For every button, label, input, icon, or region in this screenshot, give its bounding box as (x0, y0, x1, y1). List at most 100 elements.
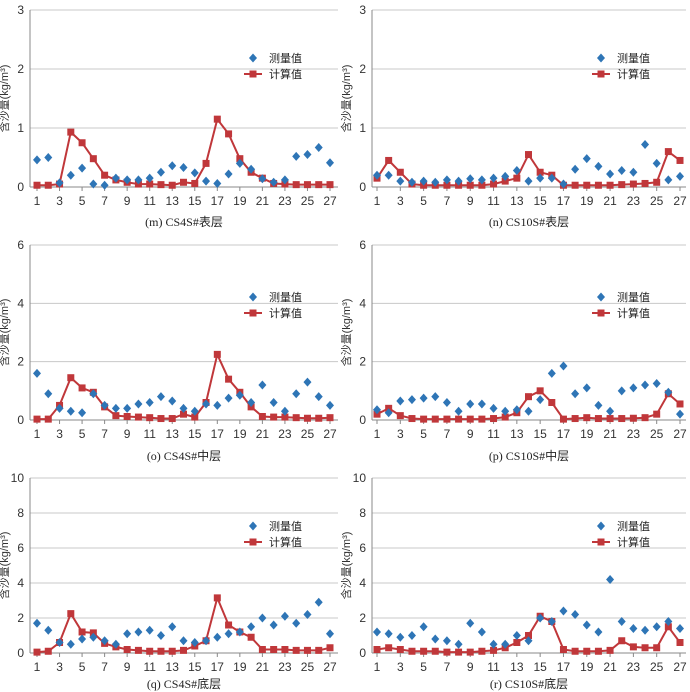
measured-point (224, 393, 233, 403)
measured-point (235, 158, 244, 168)
measured-point (419, 622, 428, 632)
measured-point (536, 173, 545, 183)
y-tick-label: 4 (17, 576, 24, 590)
measured-point (100, 636, 109, 646)
computed-point (33, 181, 41, 189)
measured-point (269, 620, 278, 630)
measured-point (629, 624, 638, 633)
computed-point (326, 414, 334, 422)
computed-point (112, 412, 120, 420)
computed-point (559, 646, 567, 653)
x-tick-label: 27 (673, 194, 687, 208)
computed-point (466, 415, 474, 423)
y-axis-label: 含沙量(kg/m³) (0, 65, 11, 133)
measured-point (466, 174, 475, 184)
computed-point (478, 415, 486, 423)
y-tick-label: 8 (359, 506, 366, 520)
chart-caption: (o) CS4S#中层 (147, 448, 221, 463)
computed-point (213, 350, 221, 358)
y-axis-label: 含沙量(kg/m³) (0, 299, 11, 367)
measured-point (78, 408, 87, 418)
legend-measured-label: 测量值 (269, 520, 302, 533)
measured-point (78, 163, 87, 173)
y-tick-label: 0 (17, 646, 24, 660)
measured-point (547, 617, 556, 626)
measured-point (536, 395, 545, 405)
measured-point (303, 610, 312, 619)
x-tick-label: 7 (444, 660, 451, 674)
measured-point (594, 161, 603, 171)
y-tick-label: 0 (359, 413, 366, 427)
computed-point (292, 414, 300, 422)
computed-point (146, 414, 154, 422)
legend-measured-label: 测量值 (617, 520, 650, 533)
y-axis-label: 含沙量(kg/m³) (0, 532, 11, 600)
measured-point (407, 395, 416, 405)
y-tick-label: 1 (359, 121, 366, 135)
x-tick-label: 13 (166, 660, 180, 674)
chart-caption: (m) CS4S#表层 (145, 215, 223, 229)
x-tick-label: 25 (301, 194, 315, 208)
computed-point (281, 646, 289, 653)
computed-point (292, 646, 300, 654)
measured-point (652, 622, 661, 632)
measured-point (384, 170, 393, 180)
x-tick-label: 1 (374, 660, 381, 674)
computed-point (396, 646, 404, 653)
computed-point (134, 413, 142, 421)
computed-point (101, 171, 109, 179)
chart-caption: (n) CS10S#表层 (489, 215, 569, 229)
computed-point (168, 181, 176, 189)
legend-measured-marker (249, 53, 257, 63)
measured-point (33, 155, 41, 165)
computed-point (44, 415, 52, 423)
measured-point (501, 406, 510, 416)
x-tick-label: 1 (34, 427, 41, 441)
measured-point (512, 165, 521, 175)
measured-point (641, 380, 650, 390)
y-tick-label: 3 (17, 3, 24, 17)
measured-point (606, 169, 615, 179)
computed-point (168, 647, 176, 655)
x-tick-label: 19 (233, 660, 247, 674)
y-tick-label: 2 (359, 611, 366, 625)
measured-point (213, 632, 222, 642)
chart-caption: (r) CS10S#底层 (490, 676, 568, 691)
computed-point (629, 414, 637, 422)
measured-point (431, 177, 440, 187)
x-tick-label: 9 (467, 660, 474, 674)
computed-point (247, 633, 255, 641)
computed-point (157, 181, 165, 189)
computed-point (641, 179, 649, 187)
measured-point (280, 175, 289, 185)
computed-point (78, 628, 86, 636)
computed-point (525, 393, 532, 401)
y-axis-label: 含沙量(kg/m³) (339, 299, 353, 367)
computed-point (191, 179, 199, 187)
measured-point (156, 167, 165, 177)
measured-point (111, 639, 120, 649)
legend-measured-marker (597, 292, 605, 302)
measured-point (524, 176, 533, 186)
y-tick-label: 0 (359, 180, 366, 194)
y-tick-label: 2 (17, 62, 24, 76)
x-tick-label: 5 (79, 194, 86, 208)
x-tick-label: 11 (143, 194, 156, 208)
measured-point (617, 165, 626, 175)
computed-point (664, 623, 672, 631)
computed-point (78, 384, 86, 392)
measured-point (44, 153, 53, 162)
measured-point (396, 176, 405, 186)
y-axis-label: 含沙量(kg/m³) (339, 65, 353, 133)
computed-point (67, 610, 75, 618)
computed-point (373, 646, 381, 653)
measured-point (33, 618, 41, 628)
computed-point (180, 178, 187, 186)
measured-point (303, 377, 312, 387)
computed-point (443, 415, 451, 423)
computed-point (385, 156, 393, 164)
measured-point (617, 386, 626, 396)
measured-point (489, 639, 498, 649)
x-tick-label: 21 (603, 660, 617, 674)
